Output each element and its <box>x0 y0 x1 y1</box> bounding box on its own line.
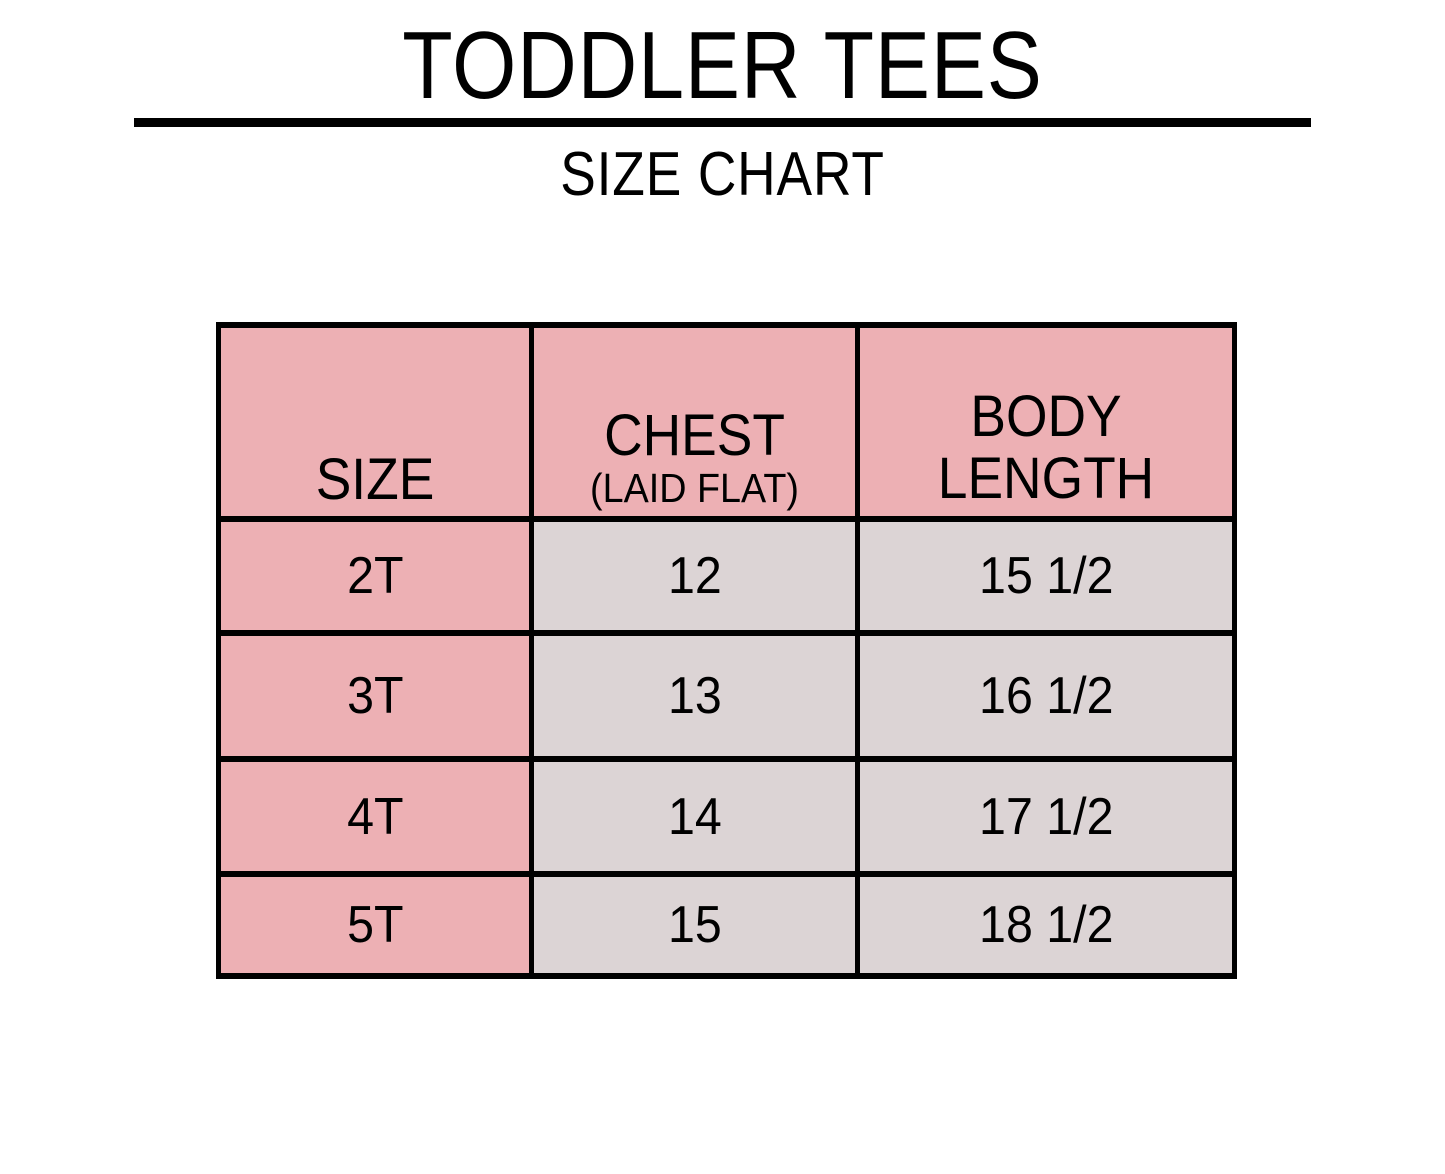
table-header: SIZE CHEST (LAID FLAT) BODY LENGTH <box>216 322 1237 522</box>
size-chart-table: SIZE CHEST (LAID FLAT) BODY LENGTH 2T 12 <box>216 322 1237 979</box>
table-row: 4T 14 17 1/2 <box>216 762 1237 877</box>
cell-chest-value: 15 <box>667 896 722 954</box>
table-body: 2T 12 15 1/2 3T 13 16 1/2 <box>216 522 1237 979</box>
cell-size-value: 3T <box>346 667 404 725</box>
cell-body-length-value: 18 1/2 <box>978 896 1114 954</box>
cell-chest: 15 <box>534 877 860 979</box>
table-header-row: SIZE CHEST (LAID FLAT) BODY LENGTH <box>216 322 1237 522</box>
cell-chest: 13 <box>534 636 860 762</box>
cell-body-length: 17 1/2 <box>860 762 1237 877</box>
column-header-length-label: LENGTH <box>937 446 1155 511</box>
column-header-chest: CHEST (LAID FLAT) <box>534 322 860 522</box>
cell-body-length-value: 16 1/2 <box>978 667 1114 725</box>
cell-chest-value: 13 <box>667 667 722 725</box>
cell-chest: 12 <box>534 522 860 636</box>
cell-size-value: 5T <box>346 896 404 954</box>
table-row: 3T 13 16 1/2 <box>216 636 1237 762</box>
cell-body-length-value: 17 1/2 <box>978 787 1114 846</box>
size-chart-container: SIZE CHEST (LAID FLAT) BODY LENGTH 2T 12 <box>216 322 1237 979</box>
page-subtitle: SIZE CHART <box>560 140 885 209</box>
cell-body-length: 16 1/2 <box>860 636 1237 762</box>
cell-size: 4T <box>216 762 534 877</box>
cell-body-length: 15 1/2 <box>860 522 1237 636</box>
table-row: 2T 12 15 1/2 <box>216 522 1237 636</box>
column-header-size-label: SIZE <box>315 447 435 512</box>
cell-chest: 14 <box>534 762 860 877</box>
cell-body-length-value: 15 1/2 <box>978 547 1114 605</box>
column-header-chest-sublabel: (LAID FLAT) <box>590 465 799 511</box>
title-divider-rule <box>134 118 1311 127</box>
cell-body-length: 18 1/2 <box>860 877 1237 979</box>
table-row: 5T 15 18 1/2 <box>216 877 1237 979</box>
column-header-body-length: BODY LENGTH <box>860 322 1237 522</box>
column-header-chest-label: CHEST <box>604 403 785 468</box>
cell-size-value: 2T <box>346 547 404 605</box>
cell-size-value: 4T <box>346 787 404 846</box>
title-block: TODDLER TEES SIZE CHART <box>0 0 1445 210</box>
cell-size: 5T <box>216 877 534 979</box>
column-header-body-label: BODY <box>970 384 1122 449</box>
cell-size: 3T <box>216 636 534 762</box>
column-header-size: SIZE <box>216 322 534 522</box>
cell-chest-value: 14 <box>667 787 722 846</box>
cell-size: 2T <box>216 522 534 636</box>
page-title: TODDLER TEES <box>402 12 1043 119</box>
cell-chest-value: 12 <box>667 547 722 605</box>
